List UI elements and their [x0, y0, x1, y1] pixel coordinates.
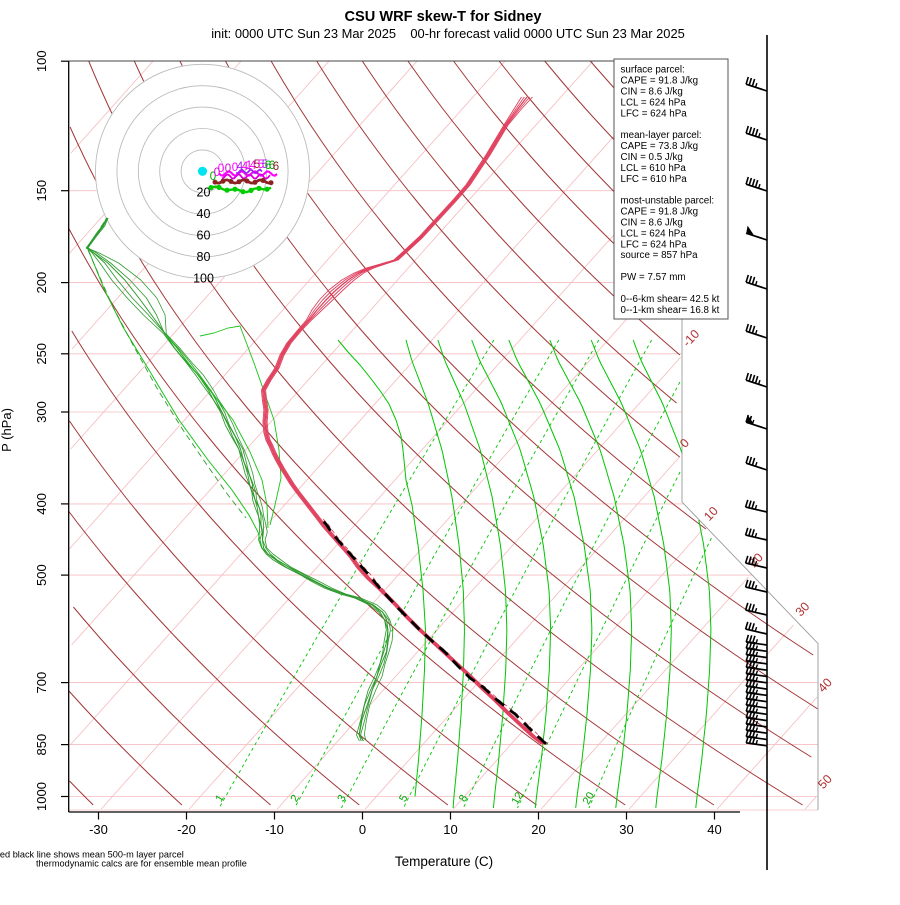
svg-text:LCL = 624 hPa: LCL = 624 hPa — [621, 228, 687, 239]
svg-text:PW = 7.57 mm: PW = 7.57 mm — [621, 272, 686, 283]
svg-text:surface parcel:: surface parcel: — [621, 65, 685, 76]
svg-text:CIN = 0.5 J/kg: CIN = 0.5 J/kg — [621, 152, 683, 163]
svg-text:CIN = 8.6 J/kg: CIN = 8.6 J/kg — [621, 86, 683, 97]
svg-text:8: 8 — [457, 793, 470, 804]
svg-text:thermodynamic calcs are for en: thermodynamic calcs are for ensemble mea… — [36, 859, 247, 869]
svg-text:0: 0 — [218, 163, 224, 175]
svg-text:250: 250 — [34, 343, 49, 365]
svg-text:5: 5 — [397, 793, 410, 804]
svg-text:1: 1 — [213, 793, 226, 804]
svg-text:60: 60 — [197, 229, 211, 243]
svg-text:dashed black line shows mean 5: dashed black line shows mean 500-m layer… — [0, 850, 184, 860]
svg-text:1000: 1000 — [34, 782, 49, 811]
svg-text:0--1-km shear= 16.8 kt: 0--1-km shear= 16.8 kt — [621, 305, 720, 316]
svg-text:CAPE = 91.8 J/kg: CAPE = 91.8 J/kg — [621, 76, 699, 87]
svg-text:LFC = 624 hPa: LFC = 624 hPa — [621, 108, 688, 119]
svg-text:12: 12 — [509, 790, 526, 807]
svg-text:0: 0 — [214, 167, 220, 179]
svg-text:500: 500 — [34, 564, 49, 586]
svg-text:300: 300 — [34, 401, 49, 423]
svg-text:LFC = 624 hPa: LFC = 624 hPa — [621, 239, 688, 250]
svg-text:-30: -30 — [89, 822, 108, 837]
svg-text:most-unstable parcel:: most-unstable parcel: — [621, 196, 715, 207]
svg-text:6: 6 — [273, 161, 279, 173]
svg-text:0: 0 — [210, 171, 216, 183]
svg-text:10: 10 — [443, 822, 457, 837]
svg-text:150: 150 — [34, 180, 49, 202]
svg-text:5: 5 — [262, 159, 268, 171]
svg-text:80: 80 — [197, 250, 211, 264]
svg-text:40: 40 — [707, 822, 721, 837]
svg-text:4: 4 — [242, 161, 249, 173]
svg-text:100: 100 — [193, 271, 214, 285]
svg-text:-10: -10 — [265, 822, 284, 837]
svg-text:CSU WRF skew-T for Sidney: CSU WRF skew-T for Sidney — [344, 9, 542, 25]
svg-text:source = 857 hPa: source = 857 hPa — [621, 250, 699, 261]
svg-text:Temperature (C): Temperature (C) — [395, 854, 493, 869]
svg-text:6: 6 — [269, 160, 275, 172]
svg-text:6: 6 — [265, 160, 271, 172]
svg-text:4: 4 — [250, 160, 257, 172]
svg-text:20: 20 — [531, 822, 545, 837]
svg-text:CAPE = 73.8 J/kg: CAPE = 73.8 J/kg — [621, 141, 699, 152]
svg-text:LCL = 610 hPa: LCL = 610 hPa — [621, 163, 687, 174]
svg-text:1: 1 — [246, 160, 252, 172]
svg-text:P (hPa): P (hPa) — [0, 408, 14, 452]
svg-text:0: 0 — [232, 162, 238, 174]
svg-text:3: 3 — [335, 793, 348, 804]
svg-text:LCL = 624 hPa: LCL = 624 hPa — [621, 97, 687, 108]
svg-text:20: 20 — [197, 186, 211, 200]
svg-text:20: 20 — [581, 790, 598, 807]
svg-text:400: 400 — [34, 493, 49, 515]
svg-text:5: 5 — [258, 159, 264, 171]
svg-text:LFC = 610 hPa: LFC = 610 hPa — [621, 174, 688, 185]
svg-text:0--6-km shear= 42.5 kt: 0--6-km shear= 42.5 kt — [621, 294, 720, 305]
svg-text:-20: -20 — [177, 822, 196, 837]
svg-text:0: 0 — [359, 822, 366, 837]
svg-text:200: 200 — [34, 272, 49, 294]
svg-text:700: 700 — [34, 672, 49, 694]
svg-text:30: 30 — [619, 822, 633, 837]
svg-text:5: 5 — [254, 159, 260, 171]
svg-text:100: 100 — [34, 50, 49, 72]
svg-text:CAPE = 91.8 J/kg: CAPE = 91.8 J/kg — [621, 207, 699, 218]
svg-text:mean-layer parcel:: mean-layer parcel: — [621, 130, 702, 141]
svg-text:4: 4 — [237, 161, 244, 173]
svg-text:850: 850 — [34, 734, 49, 756]
svg-text:0: 0 — [225, 163, 231, 175]
svg-text:init: 0000 UTC Sun 23 Mar 2025: init: 0000 UTC Sun 23 Mar 2025 00-hr for… — [211, 26, 685, 41]
svg-text:40: 40 — [197, 207, 211, 221]
svg-text:2: 2 — [289, 793, 302, 804]
svg-text:CIN = 8.6 J/kg: CIN = 8.6 J/kg — [621, 218, 683, 229]
